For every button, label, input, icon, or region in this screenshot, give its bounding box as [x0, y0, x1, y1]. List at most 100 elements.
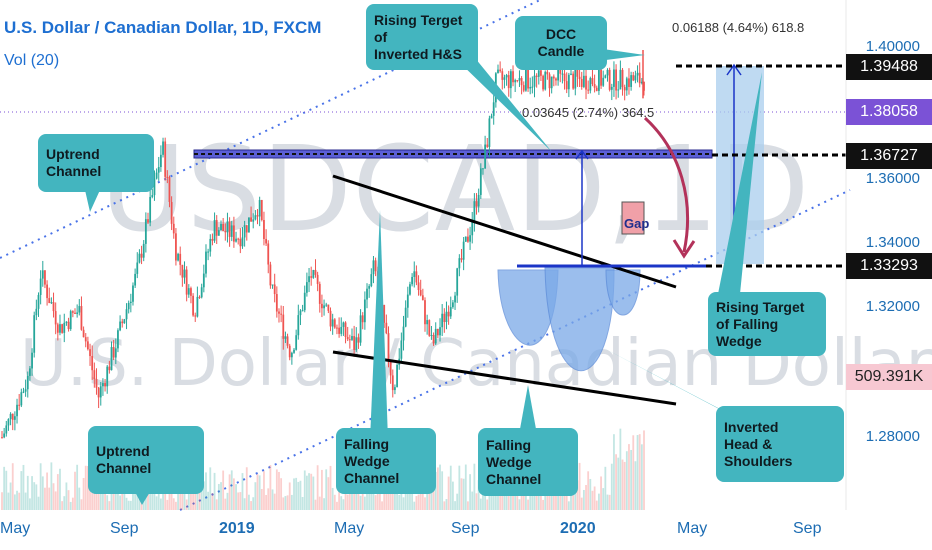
candle-body [114, 348, 117, 358]
volume-bar [151, 486, 154, 510]
volume-bar [254, 482, 257, 510]
volume-bar [35, 484, 38, 510]
candle-body [11, 413, 14, 420]
volume-bar [454, 501, 456, 510]
candle-body [415, 271, 418, 283]
candle-body [585, 75, 587, 90]
volume-bar [643, 430, 645, 510]
volume-bar [447, 476, 450, 510]
price-tag-133293: 1.33293 [846, 253, 932, 279]
volume-bar [275, 469, 278, 510]
volume-bar [336, 501, 338, 510]
volume-bar [237, 492, 240, 510]
volume-bar [97, 479, 100, 510]
volume-bar [250, 501, 252, 510]
callout-pointers [85, 48, 762, 505]
volume-bar [518, 499, 521, 510]
candle-body [561, 73, 564, 75]
candle-body [172, 223, 175, 234]
candle-body [625, 78, 628, 91]
volume-bar [595, 500, 598, 510]
volume-bar [185, 499, 188, 510]
candle-body [417, 282, 420, 291]
volume-bar [1, 492, 3, 510]
candle-body [559, 69, 562, 74]
candle-body [329, 310, 332, 327]
candle-body [610, 86, 613, 90]
candle-body [520, 78, 523, 86]
candle-body [39, 278, 42, 295]
candle-body [205, 251, 207, 274]
volume-bar [48, 487, 51, 510]
volume-bar [127, 500, 130, 510]
volume-bar [394, 491, 396, 510]
candle-body [516, 80, 519, 82]
volume-bar [621, 459, 624, 510]
volume-bar [634, 461, 637, 510]
callout-text-line: Falling Wedge [344, 435, 390, 469]
volume-bar [436, 467, 439, 510]
volume-bar [86, 466, 89, 510]
candle-body [177, 253, 179, 261]
candle-body [142, 243, 145, 258]
candle-body [464, 236, 467, 242]
volume-bar [449, 465, 452, 510]
candle-body [400, 340, 403, 359]
volume-bar [346, 494, 349, 510]
candle-body [434, 328, 437, 344]
callout-inverted-hs: Inverted Head & Shoulders [716, 406, 844, 482]
candle-body [548, 74, 551, 89]
candle-body [230, 225, 233, 237]
volume-bar [41, 476, 44, 510]
volume-bar [572, 491, 575, 510]
volume-bar [7, 492, 10, 510]
candle-body [479, 168, 482, 195]
candle-body [613, 69, 615, 87]
candle-body [366, 288, 368, 300]
candle-body [509, 71, 512, 89]
volume-bar [228, 474, 231, 510]
candle-body [507, 75, 510, 89]
candle-body [563, 73, 566, 82]
volume-bar [391, 480, 394, 510]
candle-body [260, 200, 263, 220]
volume-bar [293, 478, 295, 510]
callout-text-line: Rising Target [716, 298, 805, 315]
volume-bar [239, 492, 242, 510]
candle-body [104, 383, 106, 387]
volume-bar [222, 470, 225, 510]
volume-bar [499, 492, 502, 510]
volume-bar [149, 488, 152, 510]
volume-bar [580, 497, 583, 510]
volume-bar [623, 461, 626, 510]
candle-body [542, 75, 544, 90]
candle-body [269, 264, 272, 286]
candle-body [71, 311, 74, 313]
candle-body [522, 85, 525, 91]
candle-body [76, 312, 79, 314]
volume-bar [544, 493, 547, 510]
candle-body [132, 285, 134, 302]
volume-bar [26, 475, 29, 510]
candle-body [149, 196, 152, 223]
volume-bar [610, 463, 613, 510]
candle-body [482, 168, 484, 170]
candle-body [595, 87, 598, 91]
candle-body [439, 327, 441, 336]
candle-body [235, 238, 237, 242]
candle-body [321, 303, 323, 309]
candle-body [243, 225, 246, 238]
volume-bar [561, 492, 564, 510]
volume-bar [471, 491, 474, 510]
volume-bar [383, 490, 386, 510]
volume-bar [402, 497, 405, 510]
candle-body [129, 301, 132, 303]
candle-body [570, 73, 572, 75]
volume-bar [640, 444, 643, 510]
candle-body [52, 302, 55, 312]
candle-body [336, 327, 338, 329]
candle-body [31, 352, 33, 369]
volume-bar [486, 499, 489, 510]
candle-body [342, 322, 345, 327]
candle-body [97, 387, 100, 398]
